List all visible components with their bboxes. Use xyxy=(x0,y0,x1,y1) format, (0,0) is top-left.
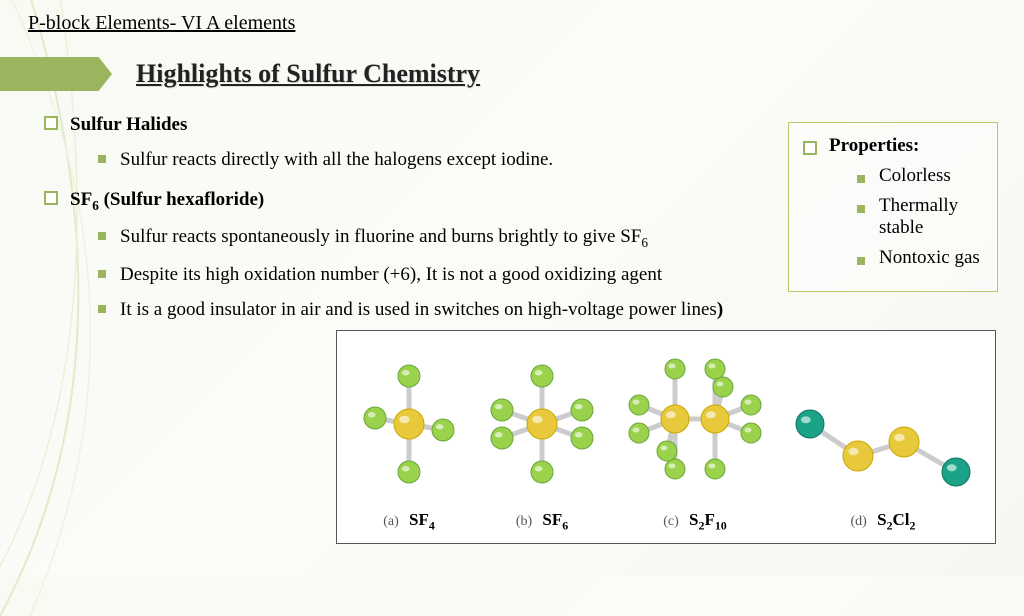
bullet-point: It is a good insulator in air and is use… xyxy=(98,295,764,324)
molecule-tag: (b) xyxy=(516,514,532,529)
molecule-s2cl2: (d) S2Cl2 xyxy=(788,384,978,533)
bullet-point: Sulfur reacts spontaneously in fluorine … xyxy=(98,222,764,253)
property-text: Colorless xyxy=(879,165,951,186)
square-bullet-icon xyxy=(98,155,106,163)
property-text: Thermally stable xyxy=(879,195,958,238)
square-bullet-icon xyxy=(857,205,865,213)
molecule-label: (a) SF4 xyxy=(383,510,435,533)
molecule-formula: S2F10 xyxy=(689,510,727,529)
molecule-label: (d) S2Cl2 xyxy=(851,510,916,533)
square-bullet-icon xyxy=(857,175,865,183)
property-text: Nontoxic gas xyxy=(879,247,980,268)
molecule-sf4: (a) SF4 xyxy=(354,344,464,533)
slide-title: Highlights of Sulfur Chemistry xyxy=(136,59,480,89)
content-section: Sulfur Halides Sulfur reacts directly wit… xyxy=(44,110,764,175)
square-bullet-icon xyxy=(98,270,106,278)
bullet-text: Sulfur reacts spontaneously in fluorine … xyxy=(120,226,648,247)
properties-heading-text: Properties: xyxy=(829,135,919,156)
molecule-formula: SF4 xyxy=(409,510,435,529)
property-item: Colorless xyxy=(857,165,987,187)
molecule-formula: SF6 xyxy=(542,510,568,529)
molecule-tag: (d) xyxy=(851,514,867,529)
properties-heading: Properties: Colorless Thermally stable Non… xyxy=(803,135,987,269)
checkbox-icon xyxy=(44,191,58,205)
molecule-label: (c) S2F10 xyxy=(663,510,727,533)
molecule-tag: (c) xyxy=(663,514,679,529)
bullet-point: Despite its high oxidation number (+6), … xyxy=(98,260,764,289)
content-section: SF6 (Sulfur hexafloride) Sulfur reacts sp… xyxy=(44,185,764,325)
molecule-tag: (a) xyxy=(383,514,399,529)
bullet-text: Despite its high oxidation number (+6), … xyxy=(120,264,662,285)
molecule-sf6: (b) SF6 xyxy=(482,344,602,533)
checkbox-icon xyxy=(803,141,817,155)
section-heading: SF6 (Sulfur hexafloride) xyxy=(70,189,264,210)
slide-header: P-block Elements- VI A elements xyxy=(28,12,295,35)
property-item: Thermally stable xyxy=(857,195,987,239)
square-bullet-icon xyxy=(857,257,865,265)
bullet-text: It is a good insulator in air and is use… xyxy=(120,299,723,320)
title-accent-shape xyxy=(0,57,112,91)
square-bullet-icon xyxy=(98,232,106,240)
molecules-panel: (a) SF4 (b) SF6 xyxy=(336,330,996,544)
properties-box: Properties: Colorless Thermally stable Non… xyxy=(788,122,998,292)
molecule-s2f10: (c) S2F10 xyxy=(620,334,770,533)
section-heading: Sulfur Halides xyxy=(70,114,187,135)
content-body: Sulfur Halides Sulfur reacts directly wit… xyxy=(44,106,764,335)
bullet-point: Sulfur reacts directly with all the halo… xyxy=(98,145,764,174)
molecule-formula: S2Cl2 xyxy=(877,510,915,529)
bullet-text: Sulfur reacts directly with all the halo… xyxy=(120,149,553,170)
checkbox-icon xyxy=(44,116,58,130)
property-item: Nontoxic gas xyxy=(857,247,987,269)
title-bar: Highlights of Sulfur Chemistry xyxy=(0,56,480,92)
molecule-label: (b) SF6 xyxy=(516,510,568,533)
square-bullet-icon xyxy=(98,305,106,313)
